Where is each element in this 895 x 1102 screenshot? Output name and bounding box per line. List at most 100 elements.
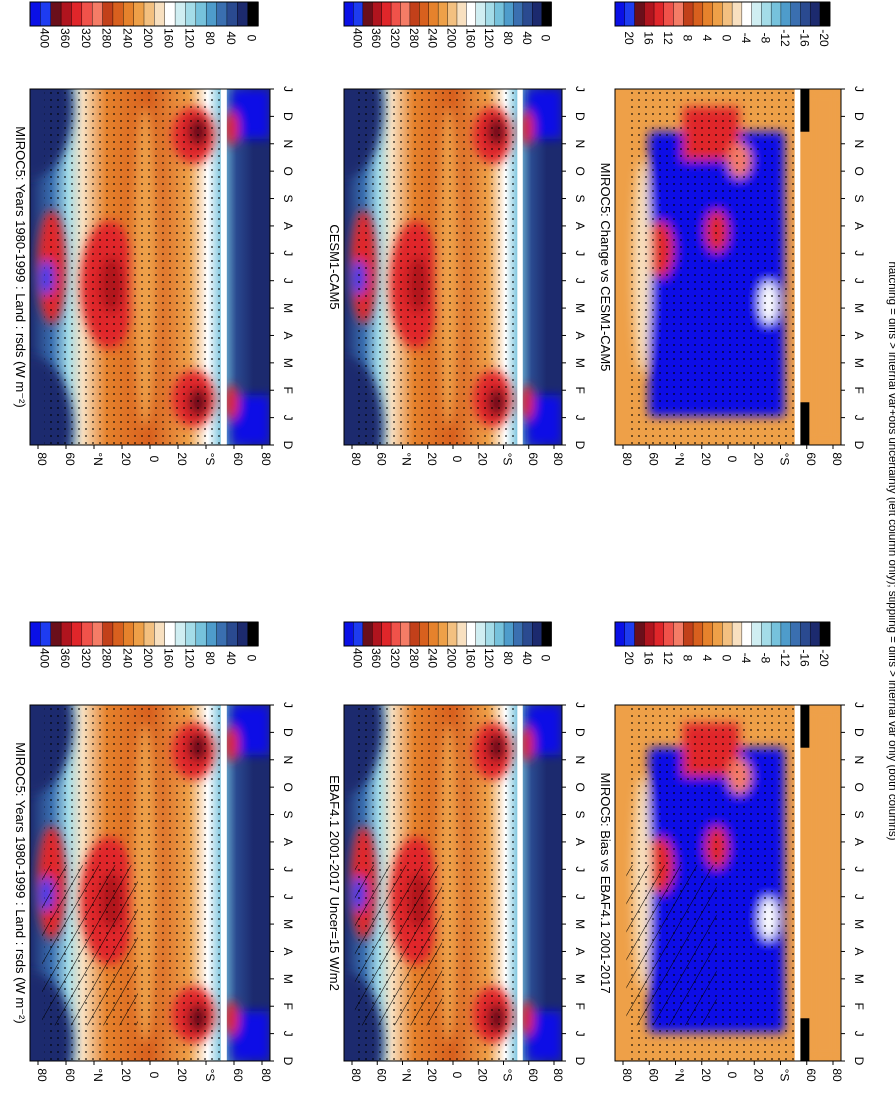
colorbar-label: 8 [680,35,694,42]
colorbar-swatch [112,621,124,647]
colorbar-label: 240 [120,28,134,48]
colorbar-swatch [216,621,228,647]
colorbar-label: 400 [350,648,364,668]
month-tick-label: J [573,250,587,256]
colorbar-swatch [541,1,552,27]
colorbar-label: 320 [388,28,402,48]
month-tick-label: D [281,441,295,450]
month-tick-label: F [573,387,587,394]
lat-tick-label: 60 [231,1068,245,1082]
colorbar-swatch [503,1,515,27]
colorbar-swatch [456,1,468,27]
colorbar-label: 320 [79,28,93,48]
colorbar-swatch [663,1,675,27]
colorbar-swatch [381,1,392,27]
colorbar-label: 160 [162,648,176,668]
month-tick-label: N [573,139,587,148]
month-tick-label: O [281,782,295,791]
colorbar-swatch [634,1,645,27]
colorbar-label: 200 [445,28,459,48]
month-tick-label: J [573,894,587,900]
month-tick-label: S [852,811,866,819]
colorbar-swatch [692,621,704,647]
colorbar-swatch [381,621,392,647]
colorbar-swatch [343,621,355,647]
month-tick-label: S [573,811,587,819]
lat-tick-label: 80 [830,1068,844,1082]
lat-tick-label: 60 [374,452,388,466]
colorbar-label: 12 [661,31,675,45]
colorbar-swatch [494,1,505,27]
colorbar-label: -8 [758,33,772,44]
colorbar: 20 16 12 8 4 0 -4 -8 -12 -16 -20 [614,1,831,47]
lat-tick-label: 0 [725,456,739,463]
colorbar-swatch [40,621,52,647]
month-tick-label: J [281,415,295,421]
lat-tick-label: 20 [425,1068,439,1082]
month-tick-label: M [852,919,866,929]
month-tick-label: J [281,894,295,900]
month-tick-label: N [852,755,866,764]
month-tick-label: A [573,331,587,339]
panel-title: MIROC5: Change vs CESM1-CAM5 [598,163,613,372]
lat-tick-label: °N [400,1068,414,1081]
lat-tick-label: 80 [349,452,363,466]
colorbar-swatch [102,621,114,647]
colorbar-swatch [174,621,187,647]
colorbar-swatch [503,621,515,647]
lat-tick-label: 0 [147,1072,161,1079]
month-tick-label: J [852,250,866,256]
month-tick-label: D [573,441,587,450]
colorbar-swatch [409,1,421,27]
lat-tick-label: 20 [425,452,439,466]
colorbar-swatch [419,621,430,647]
colorbar-label: -12 [778,649,792,667]
colorbar-swatch [513,1,524,27]
colorbar-swatch [712,1,724,27]
colorbar-swatch [741,1,753,27]
lat-tick-label: 60 [374,1068,388,1082]
lat-tick-label: 0 [450,456,464,463]
colorbar-swatch [60,621,73,647]
month-tick-label: D [281,728,295,737]
panel-title: CESM1-CAM5 [327,224,342,309]
footnote: hatching = diffs > internal var+obs unce… [886,261,895,840]
colorbar-swatch [624,1,636,27]
colorbar-swatch [673,1,685,27]
month-tick-label: D [281,112,295,121]
colorbar-label: 120 [182,648,196,668]
month-tick-label: J [281,278,295,284]
month-tick-label: J [852,1031,866,1037]
colorbar-swatch [185,1,197,27]
month-tick-label: J [573,278,587,284]
colorbar-label: 280 [100,28,114,48]
lat-tick-label: °S [778,1069,792,1082]
colorbar-swatch [362,621,373,647]
month-tick-label: M [852,974,866,984]
colorbar-swatch [800,621,811,647]
colorbar-label: 120 [482,28,496,48]
colorbar-swatch [770,621,782,647]
colorbar-swatch [683,621,694,647]
colorbar-label: 40 [520,31,534,45]
panel-title: MIROC5: Years 1980-1999 : Land : rsds (W… [13,126,28,407]
colorbar-swatch [663,621,675,647]
colorbar-swatch [437,621,449,647]
month-tick-label: A [852,947,866,955]
panel-title: MIROC5: Bias vs EBAF4.1 2001-2017 [598,772,613,993]
month-tick-label: J [281,866,295,872]
colorbar-label: 20 [622,651,636,665]
colorbar-swatch [770,1,782,27]
colorbar-swatch [400,1,411,27]
colorbar-swatch [143,1,156,27]
month-tick-label: J [281,702,295,708]
month-tick-label: S [852,195,866,203]
colorbar-label: 0 [539,655,553,662]
lat-tick-label: 80 [35,1068,49,1082]
month-tick-label: J [281,86,295,92]
lat-tick-label: °N [673,1068,687,1081]
colorbar-swatch [751,1,763,27]
colorbar-swatch [362,1,373,27]
